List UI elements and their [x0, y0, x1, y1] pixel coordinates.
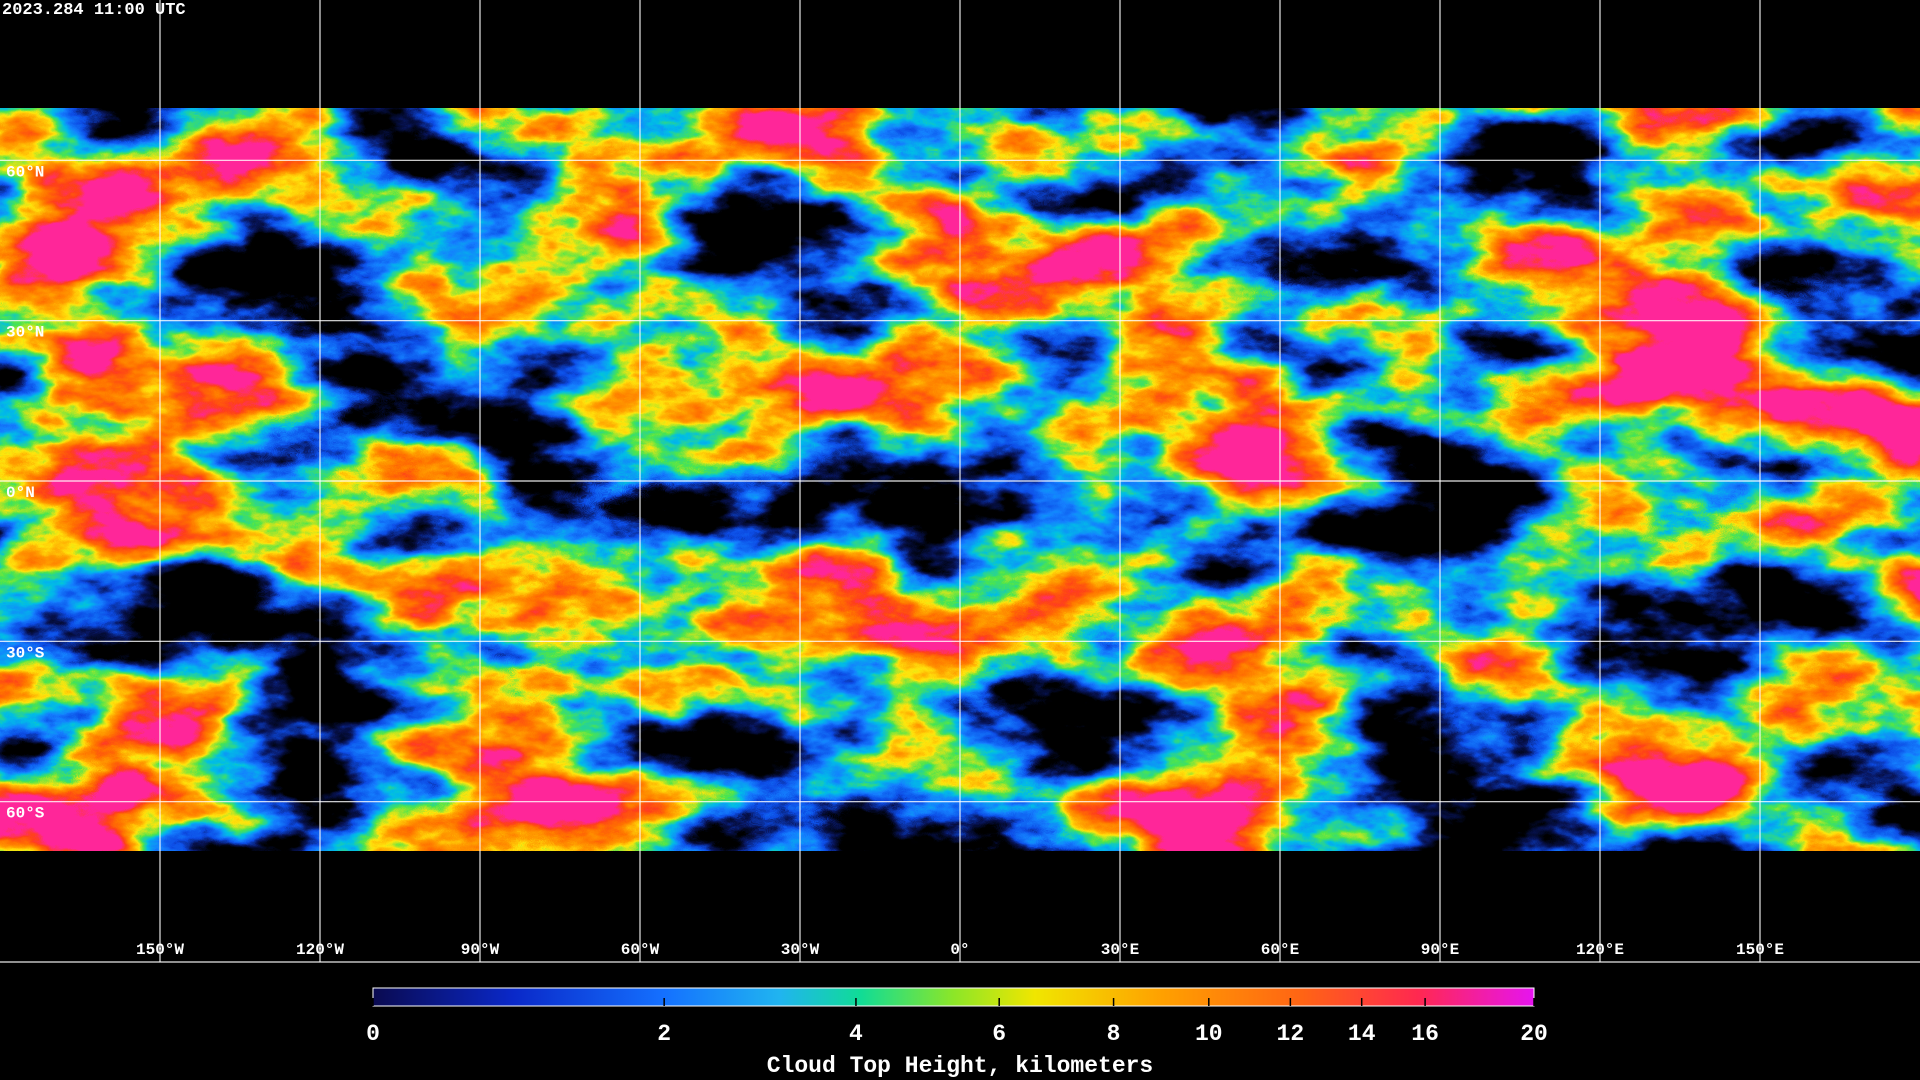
longitude-label: 60°E	[1261, 941, 1299, 959]
colorbar-tick-label: 20	[1520, 1021, 1548, 1047]
latitude-label: 30°S	[6, 644, 45, 662]
longitude-label: 120°E	[1576, 941, 1624, 959]
colorbar-tick-label: 2	[657, 1021, 671, 1047]
colorbar-tick-label: 8	[1107, 1021, 1121, 1047]
longitude-label: 90°E	[1421, 941, 1459, 959]
colorbar-title: Cloud Top Height, kilometers	[767, 1053, 1153, 1079]
longitude-label: 90°W	[461, 941, 500, 959]
latitude-label: 60°S	[6, 805, 45, 823]
colorbar-tick-label: 12	[1277, 1021, 1305, 1047]
colorbar-tick-label: 6	[992, 1021, 1006, 1047]
latitude-label: 60°N	[6, 163, 44, 181]
longitude-label: 0°	[950, 941, 969, 959]
colorbar-tick-label: 16	[1411, 1021, 1439, 1047]
graticule-labels: 150°W 120°W 90°W 60°W 30°W 0° 30°E 60°E 90°E 120°…	[6, 163, 1784, 959]
longitude-label: 120°W	[296, 941, 344, 959]
longitude-label: 60°W	[621, 941, 660, 959]
latitude-label: 30°N	[6, 324, 44, 342]
timestamp: 2023.284 11:00 UTC	[2, 1, 186, 20]
colorbar-tick-label: 4	[849, 1021, 863, 1047]
colorbar	[372, 987, 1535, 1007]
latitude-label: 0°N	[6, 484, 35, 502]
longitude-label: 30°W	[781, 941, 820, 959]
longitude-label: 30°E	[1101, 941, 1139, 959]
longitude-label: 150°W	[136, 941, 184, 959]
colorbar-ticks: 0 2 4 6 8 10 12 14 16 20	[366, 998, 1548, 1047]
colorbar-tick-label: 0	[366, 1021, 380, 1047]
graticule	[0, 0, 1920, 963]
longitude-label: 150°E	[1736, 941, 1784, 959]
colorbar-tick-label: 10	[1195, 1021, 1223, 1047]
colorbar-tick-label: 14	[1348, 1021, 1376, 1047]
